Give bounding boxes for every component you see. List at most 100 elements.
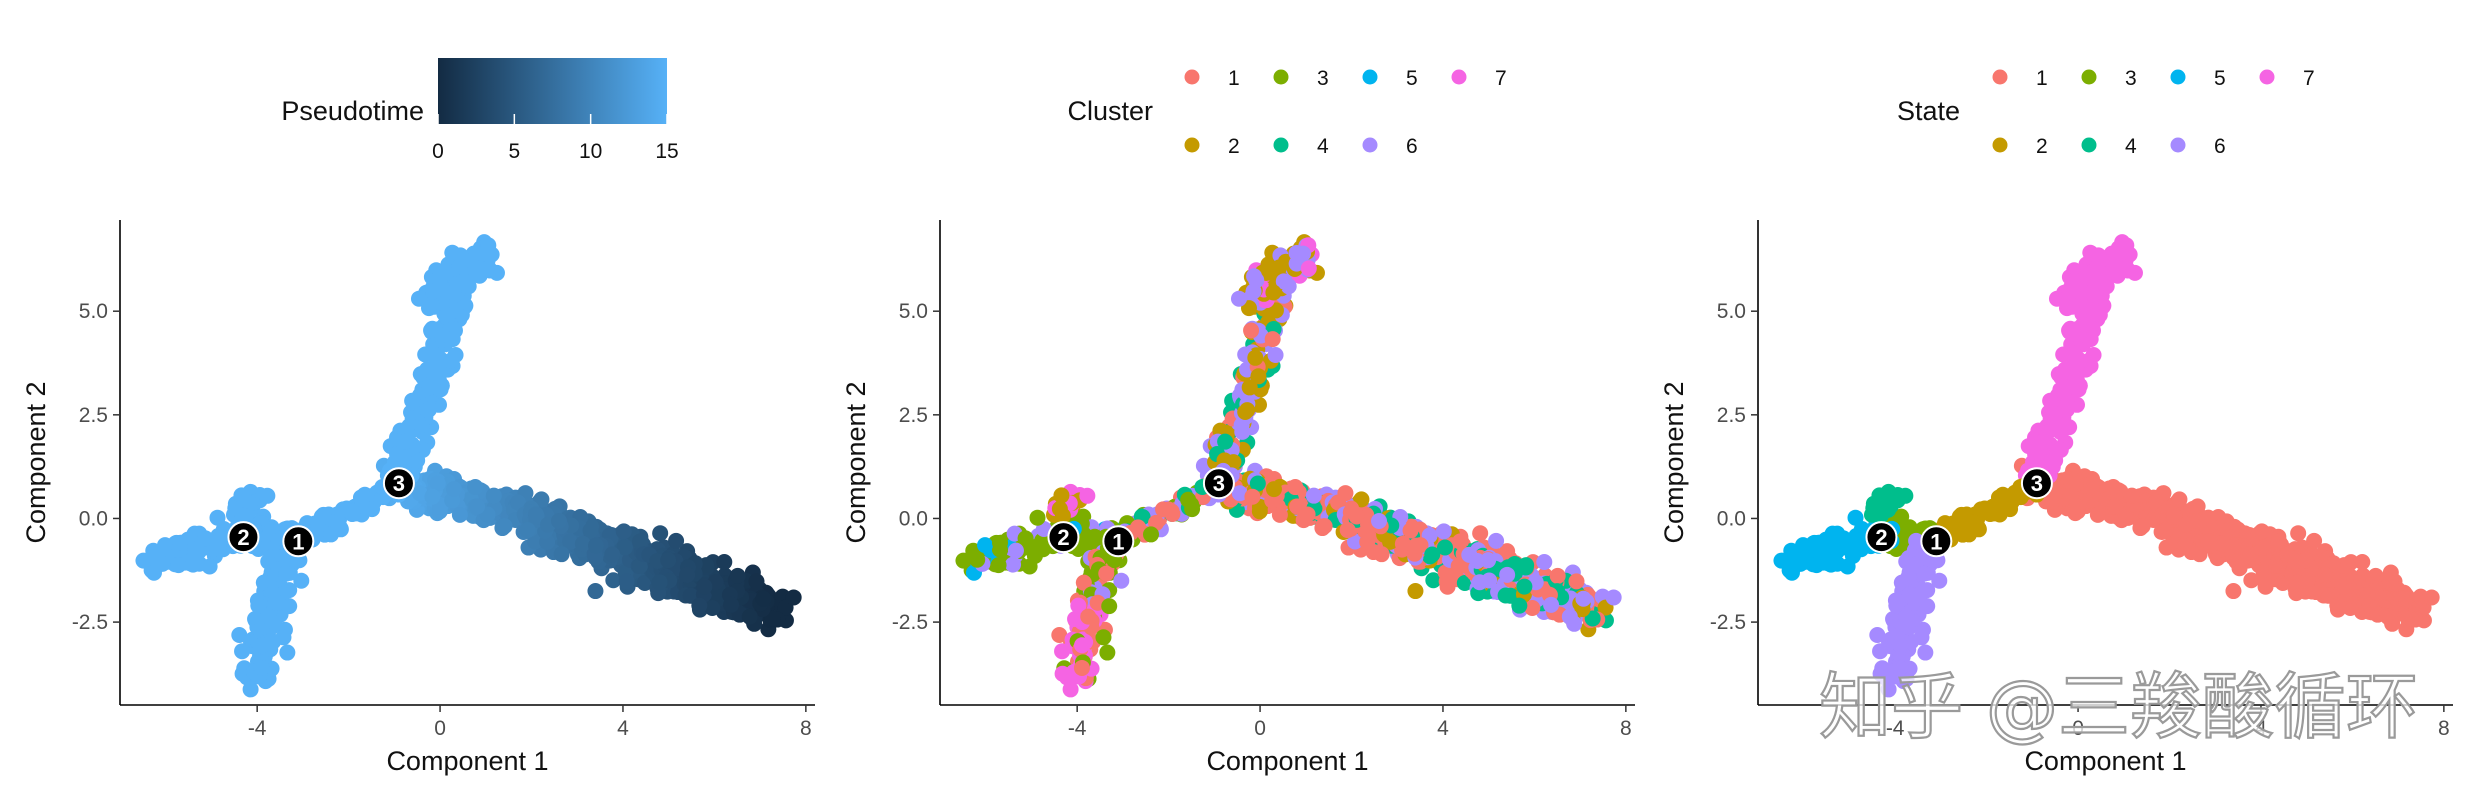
data-point [2065,349,2082,366]
data-point [1872,643,1889,660]
data-point [451,259,468,276]
legend-label: 3 [2125,67,2137,90]
data-point [201,558,218,575]
y-axis-label: Component 2 [21,381,51,543]
data-point [255,574,272,591]
data-point [2049,485,2066,502]
data-point [1245,283,1262,300]
y-tick-label: 2.5 [79,404,108,427]
data-point [1825,542,1842,559]
data-point [1499,566,1516,583]
data-point [1079,487,1096,504]
branch-point-3: 3 [1202,467,1235,500]
legend-label: 3 [1317,67,1329,90]
branch-point-marker [1920,525,1953,558]
data-point [281,598,298,615]
data-point [604,546,621,563]
data-point [574,535,591,552]
legend-title: Pseudotime [281,96,424,126]
x-tick-label: 4 [2255,717,2267,740]
data-point [1823,556,1840,573]
data-point [615,523,632,540]
chart-panel-state: -4 0 4 8 -2.5 0.0 2.5 5.0 Component 1 Component 2… [1659,67,2453,776]
legend-swatch [2081,69,2097,85]
branch-point-label: 2 [1057,525,1069,550]
data-point [1007,542,1024,559]
data-point [2298,552,2315,569]
data-point [2290,525,2307,542]
data-point [668,532,685,549]
data-point [1561,608,1578,625]
legend-title: Cluster [1067,96,1153,126]
data-point [1847,509,1864,526]
data-point [1373,546,1390,563]
data-point [1795,537,1812,554]
legend-label: 1 [1228,67,1240,90]
data-point [2085,302,2102,319]
branch-point-marker [282,525,315,558]
data-point [551,512,568,529]
data-point [1099,644,1116,661]
data-point [1275,273,1292,290]
x-tick-label: 0 [2072,717,2084,740]
data-point [1098,565,1115,582]
colorbar-tick-label: 15 [655,140,678,163]
data-point [2242,546,2259,563]
branch-point-label: 1 [292,529,304,554]
data-point [1247,349,1264,366]
data-point [1243,322,1260,339]
data-point [421,379,438,396]
data-point [480,260,497,277]
legend-swatch [2259,69,2275,85]
data-point [1407,583,1424,600]
data-point [1872,507,1889,524]
data-point [2083,481,2100,498]
data-point [785,589,802,606]
branch-point-label: 3 [1213,471,1225,496]
branch-point-marker [1202,467,1235,500]
legend-swatch [1273,69,1289,85]
data-point [444,331,461,348]
legend-label: 2 [1228,135,1240,158]
data-point [1295,245,1312,262]
data-point [519,522,536,539]
data-point [187,542,204,559]
legend-label: 2 [2036,135,2048,158]
data-point [1452,533,1469,550]
data-point [1898,608,1915,625]
data-point [2329,597,2346,614]
branch-point-label: 2 [237,525,249,550]
data-point [533,491,550,508]
data-point [2225,583,2242,600]
legend-swatch [1362,137,1378,153]
data-point [1267,346,1284,363]
x-tick-label: 4 [617,717,629,740]
data-point [1888,597,1905,614]
data-point [1568,573,1585,590]
data-point [1961,526,1978,543]
data-point [475,245,492,262]
data-point [2093,273,2110,290]
y-tick-label: 0.0 [1717,507,1746,530]
data-point [1913,629,1930,646]
data-point [2089,506,2106,523]
branch-point-label: 1 [1930,529,1942,554]
data-point [1436,539,1453,556]
x-tick-label: 0 [1254,717,1266,740]
data-point [528,508,545,525]
data-point [1402,522,1419,539]
data-point [2068,368,2085,385]
data-point [1264,331,1281,348]
data-point [2367,567,2384,584]
y-tick-label: 5.0 [79,300,108,323]
data-point [1892,637,1909,654]
data-point [1480,552,1497,569]
branch-point-2: 2 [227,521,260,554]
data-point [1919,598,1936,615]
data-point [1891,659,1908,676]
data-point [992,534,1009,551]
data-point [1407,537,1424,554]
data-point [716,553,733,570]
branch-point-label: 1 [1112,529,1124,554]
data-point [1893,574,1910,591]
